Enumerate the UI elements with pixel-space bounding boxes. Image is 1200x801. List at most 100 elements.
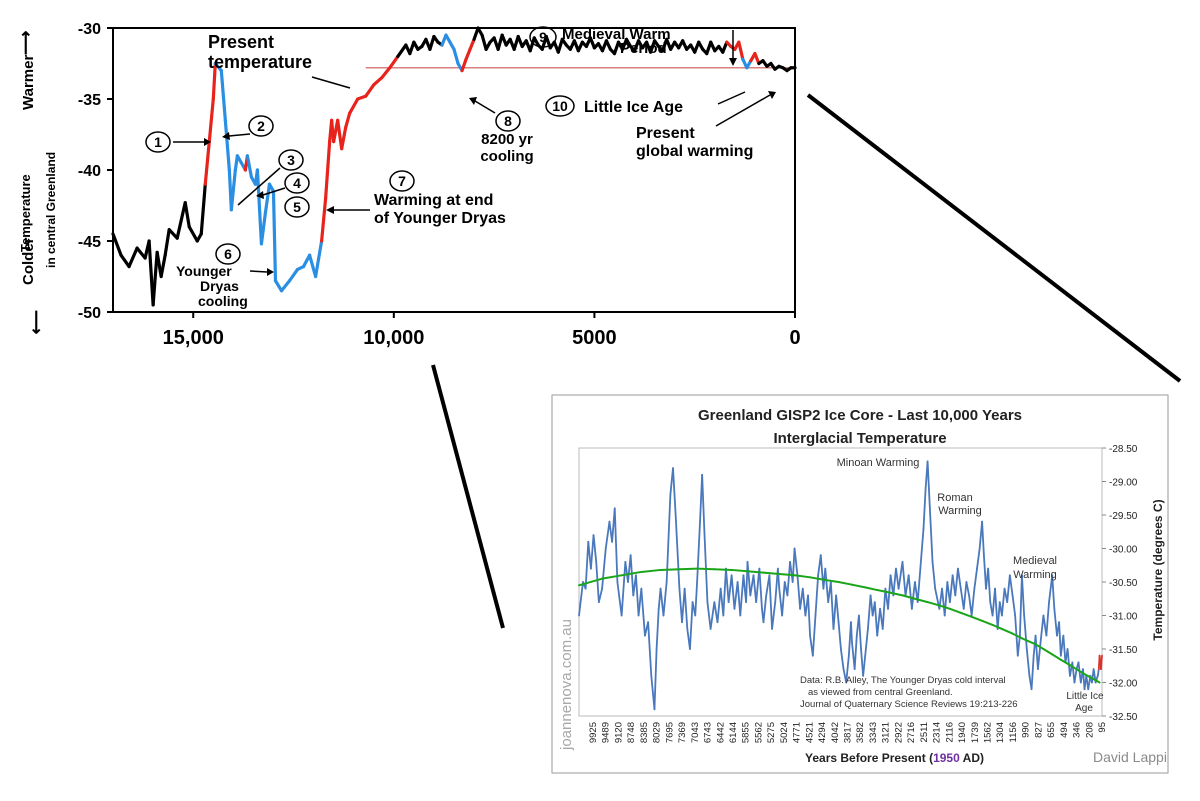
arrow-head-icon — [768, 91, 776, 99]
temperature-segment — [954, 567, 959, 597]
temperature-segment — [907, 574, 913, 610]
younger-dryas-label-line3: cooling — [198, 293, 248, 309]
annotation-arrow — [228, 133, 251, 137]
trend-segment — [713, 568, 733, 571]
temperature-segment — [1100, 654, 1103, 670]
y-tick-label: -45 — [78, 234, 101, 251]
temperature-segment — [706, 601, 712, 630]
temperature-segment — [263, 182, 272, 215]
x-tick-label: 494 — [1059, 722, 1070, 738]
circle-marker — [248, 115, 274, 137]
main-temperature-chart: -30 -35 -40 -45 -50 15,000 10,000 5000 0 Warmer… — [16, 21, 801, 349]
x-tick-label: 3817 — [843, 722, 854, 743]
temperature-segment — [996, 601, 1001, 630]
temperature-segment — [716, 587, 722, 624]
temperature-segment — [701, 473, 706, 530]
temperature-segment — [864, 628, 869, 657]
temperature-segment — [771, 601, 777, 630]
annotation-1: 1 — [145, 131, 211, 153]
arrow-head-icon — [256, 191, 264, 199]
x-tick-label: 5562 — [753, 722, 764, 743]
x-tick-label: 8029 — [652, 722, 663, 743]
trend-segment — [1068, 664, 1080, 672]
x-tick-label: 3343 — [868, 722, 879, 743]
temperature-segment — [683, 587, 689, 630]
younger-dryas-warming-label-line2: of Younger Dryas — [374, 210, 506, 227]
credit: David Lappi — [1093, 749, 1167, 765]
annotation-arrow — [717, 91, 746, 105]
temperature-segment — [796, 574, 802, 610]
x-tick-label: 2716 — [906, 722, 917, 743]
circle-marker — [284, 196, 310, 218]
trend-segment — [850, 583, 867, 589]
annotation-arrow — [715, 94, 771, 127]
temperature-segment — [665, 493, 672, 583]
temperature-segment — [1066, 648, 1071, 677]
temperature-segment — [1039, 614, 1045, 644]
temperature-segment — [640, 587, 646, 637]
x-tick-label: 827 — [1033, 722, 1044, 738]
temperature-segment — [287, 267, 300, 283]
x-tick-label: 7369 — [677, 722, 688, 743]
annotation-7: 7 Warming at end of Younger Dryas — [326, 170, 506, 227]
temperature-segment — [464, 47, 472, 61]
temperature-segment — [824, 567, 830, 603]
temperature-segment — [928, 507, 934, 563]
trend-segment — [1051, 653, 1062, 661]
temperature-segment — [175, 201, 187, 240]
temperature-segment — [207, 97, 215, 144]
temperature-segment — [127, 246, 139, 269]
temperature-segment — [819, 554, 825, 590]
x-tick-label: 6743 — [703, 722, 714, 743]
temperature-segment — [829, 581, 835, 630]
inset-series — [578, 460, 1103, 711]
inset-x-label-year: 1950 — [933, 751, 960, 765]
temperature-segment — [556, 37, 564, 54]
temperature-segment — [839, 648, 845, 670]
younger-dryas-label-line2: Dryas — [200, 278, 239, 294]
trend-segment — [601, 574, 623, 580]
temperature-segment — [793, 547, 799, 577]
temperature-segment — [584, 540, 590, 590]
x-tick-label: 9925 — [588, 722, 599, 743]
circle-marker — [145, 131, 171, 153]
source-line2: as viewed from central Greenland. — [808, 687, 953, 698]
present-global-warming-line1: Present — [636, 125, 695, 142]
y-tick-label: -30.50 — [1109, 578, 1138, 589]
cooling-8200-label-line2: cooling — [480, 148, 533, 165]
medieval-warm-label-line1: Medieval Warm — [562, 26, 671, 43]
main-temperature-series — [111, 26, 797, 307]
temperature-segment — [320, 196, 328, 243]
trend-segment — [981, 619, 994, 626]
temperature-segment — [203, 140, 211, 186]
y-tick-label: -29.50 — [1109, 511, 1138, 522]
present-temperature-pointer — [311, 76, 351, 89]
temperature-segment — [672, 467, 677, 516]
roman-warming-label-line1: Roman — [937, 492, 972, 504]
temperature-segment — [948, 574, 954, 603]
main-y-ticks: -30 -35 -40 -45 -50 — [78, 21, 113, 322]
temperature-segment — [850, 621, 853, 644]
medieval-warming-label-line1: Medieval — [1013, 555, 1057, 567]
trend-segment — [948, 607, 962, 614]
x-tick-label: 1739 — [970, 722, 981, 743]
temperature-segment — [922, 487, 927, 530]
y-label-colder: Colder — [20, 237, 37, 285]
temperature-segment — [655, 607, 660, 650]
y-tick-label: -50 — [78, 305, 101, 322]
younger-dryas-label-line1: Younger — [176, 263, 232, 279]
annotation-arrow — [237, 167, 281, 206]
temperature-segment — [1062, 634, 1067, 664]
temperature-segment — [1053, 607, 1058, 637]
trend-segment — [991, 623, 1003, 630]
arrow-head-icon — [326, 206, 334, 214]
trend-segment — [1000, 627, 1014, 635]
x-tick-label: 2922 — [893, 722, 904, 743]
temperature-segment — [976, 547, 981, 570]
temperature-segment — [1006, 574, 1011, 603]
source-line1: Data: R.B. Alley, The Younger Dryas cold… — [800, 675, 1006, 686]
x-tick-label: 7695 — [664, 722, 675, 743]
arrow-up-icon: ⟶ — [16, 31, 35, 55]
main-x-ticks: 15,000 10,000 5000 0 — [163, 312, 801, 349]
cooling-8200-label-line1: 8200 yr — [481, 131, 533, 148]
